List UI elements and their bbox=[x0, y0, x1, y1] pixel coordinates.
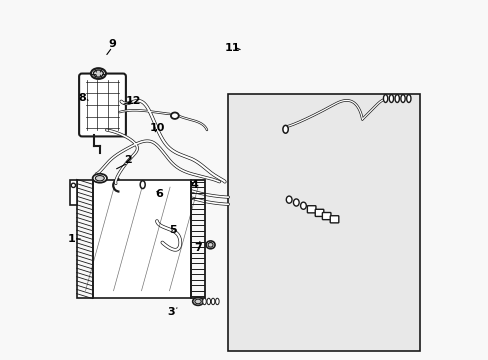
Ellipse shape bbox=[400, 95, 405, 103]
Text: 11: 11 bbox=[224, 43, 239, 53]
Bar bbox=[93, 180, 190, 298]
Ellipse shape bbox=[93, 174, 107, 183]
Ellipse shape bbox=[285, 196, 291, 203]
Bar bbox=[70, 180, 77, 205]
Ellipse shape bbox=[215, 298, 219, 305]
Text: 9: 9 bbox=[108, 39, 116, 49]
Circle shape bbox=[71, 183, 75, 188]
Ellipse shape bbox=[91, 68, 106, 79]
Text: 10: 10 bbox=[149, 123, 164, 133]
Ellipse shape bbox=[388, 95, 393, 103]
Ellipse shape bbox=[140, 181, 145, 189]
Text: 3: 3 bbox=[167, 307, 175, 317]
Bar bbox=[228, 94, 419, 351]
Text: 4: 4 bbox=[190, 180, 198, 190]
Ellipse shape bbox=[406, 95, 410, 103]
Text: 12: 12 bbox=[126, 96, 141, 107]
Ellipse shape bbox=[283, 125, 287, 133]
FancyBboxPatch shape bbox=[315, 209, 323, 216]
FancyBboxPatch shape bbox=[322, 212, 330, 220]
Text: 1: 1 bbox=[67, 234, 75, 244]
Ellipse shape bbox=[383, 95, 387, 103]
FancyBboxPatch shape bbox=[79, 73, 125, 136]
Ellipse shape bbox=[211, 298, 214, 305]
FancyBboxPatch shape bbox=[307, 206, 315, 213]
Ellipse shape bbox=[194, 299, 201, 304]
Ellipse shape bbox=[205, 241, 215, 249]
Ellipse shape bbox=[93, 70, 103, 77]
Ellipse shape bbox=[203, 298, 206, 305]
FancyBboxPatch shape bbox=[329, 216, 338, 223]
Ellipse shape bbox=[206, 298, 210, 305]
Ellipse shape bbox=[300, 202, 305, 209]
Text: 2: 2 bbox=[124, 156, 132, 165]
Ellipse shape bbox=[95, 176, 104, 181]
Text: 6: 6 bbox=[155, 189, 163, 199]
Ellipse shape bbox=[293, 199, 299, 206]
Bar bbox=[190, 180, 205, 298]
Ellipse shape bbox=[207, 243, 213, 247]
Ellipse shape bbox=[394, 95, 399, 103]
Bar bbox=[77, 180, 93, 298]
Text: 7: 7 bbox=[194, 243, 202, 253]
Ellipse shape bbox=[192, 297, 203, 305]
Ellipse shape bbox=[171, 112, 179, 119]
Text: 5: 5 bbox=[169, 225, 177, 235]
Text: 8: 8 bbox=[78, 93, 86, 103]
